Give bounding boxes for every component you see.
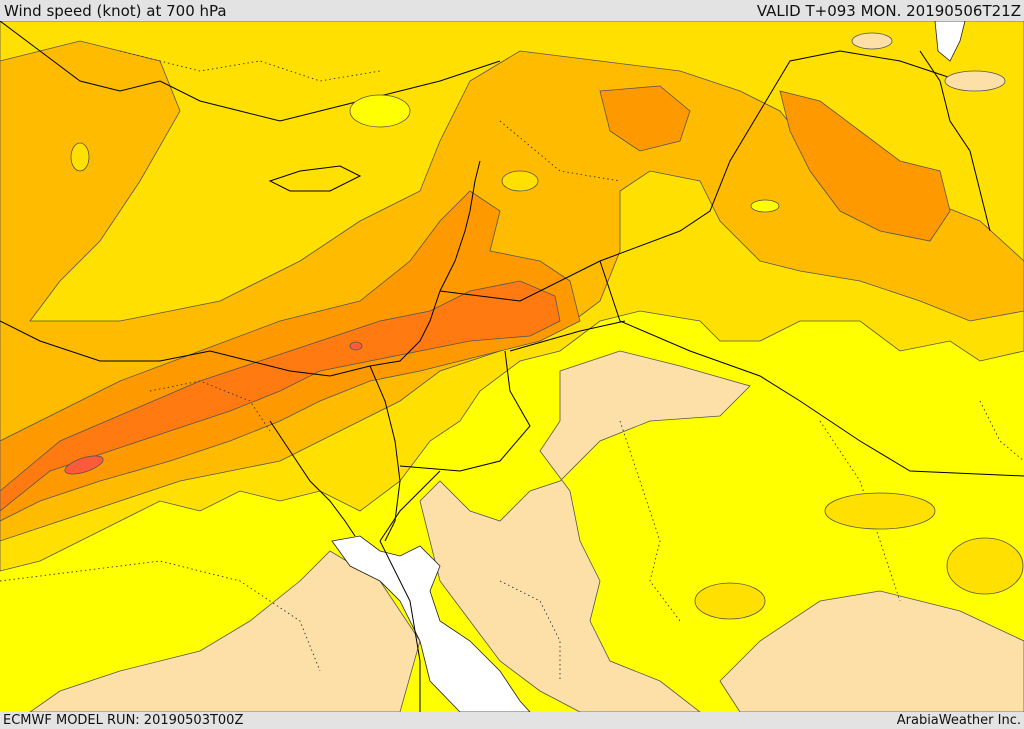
credit: ArabiaWeather Inc. xyxy=(896,713,1021,728)
footer-bar: ECMWF MODEL RUN: 20190503T00Z ArabiaWeat… xyxy=(0,712,1024,729)
red-sea-white-area xyxy=(331,535,531,712)
coastlines xyxy=(0,21,501,542)
lowest-wind-zone-south xyxy=(29,550,421,712)
contour-blob xyxy=(70,142,90,172)
header-bar: Wind speed (knot) at 700 hPa VALID T+093… xyxy=(0,0,1024,21)
contour-blob xyxy=(349,94,411,128)
high-wind-zone-northeast xyxy=(779,90,951,242)
model-run: ECMWF MODEL RUN: 20190503T00Z xyxy=(3,713,244,728)
high-wind-zone-north xyxy=(599,85,691,152)
highest-wind-spot-west xyxy=(64,455,104,475)
highest-wind-spot-east xyxy=(349,341,363,351)
contour-blob xyxy=(824,492,936,530)
higher-wind-core xyxy=(0,280,561,512)
contour-blob xyxy=(944,70,1006,92)
white-area-northeast xyxy=(934,21,966,62)
valid-time: VALID T+093 MON. 20190506T21Z xyxy=(756,1,1021,20)
contour-blob xyxy=(750,199,780,213)
country-borders xyxy=(379,50,1024,712)
wind-speed-map xyxy=(0,21,1024,712)
lowest-wind-zone-center xyxy=(419,350,751,712)
contour-blob xyxy=(501,170,539,192)
contour-blob xyxy=(694,582,766,620)
map-title: Wind speed (knot) at 700 hPa xyxy=(4,1,227,20)
map-canvas xyxy=(0,21,1024,712)
contour-blob xyxy=(851,32,893,50)
lowest-wind-zone-east xyxy=(719,590,1024,712)
contour-blob xyxy=(946,537,1024,595)
